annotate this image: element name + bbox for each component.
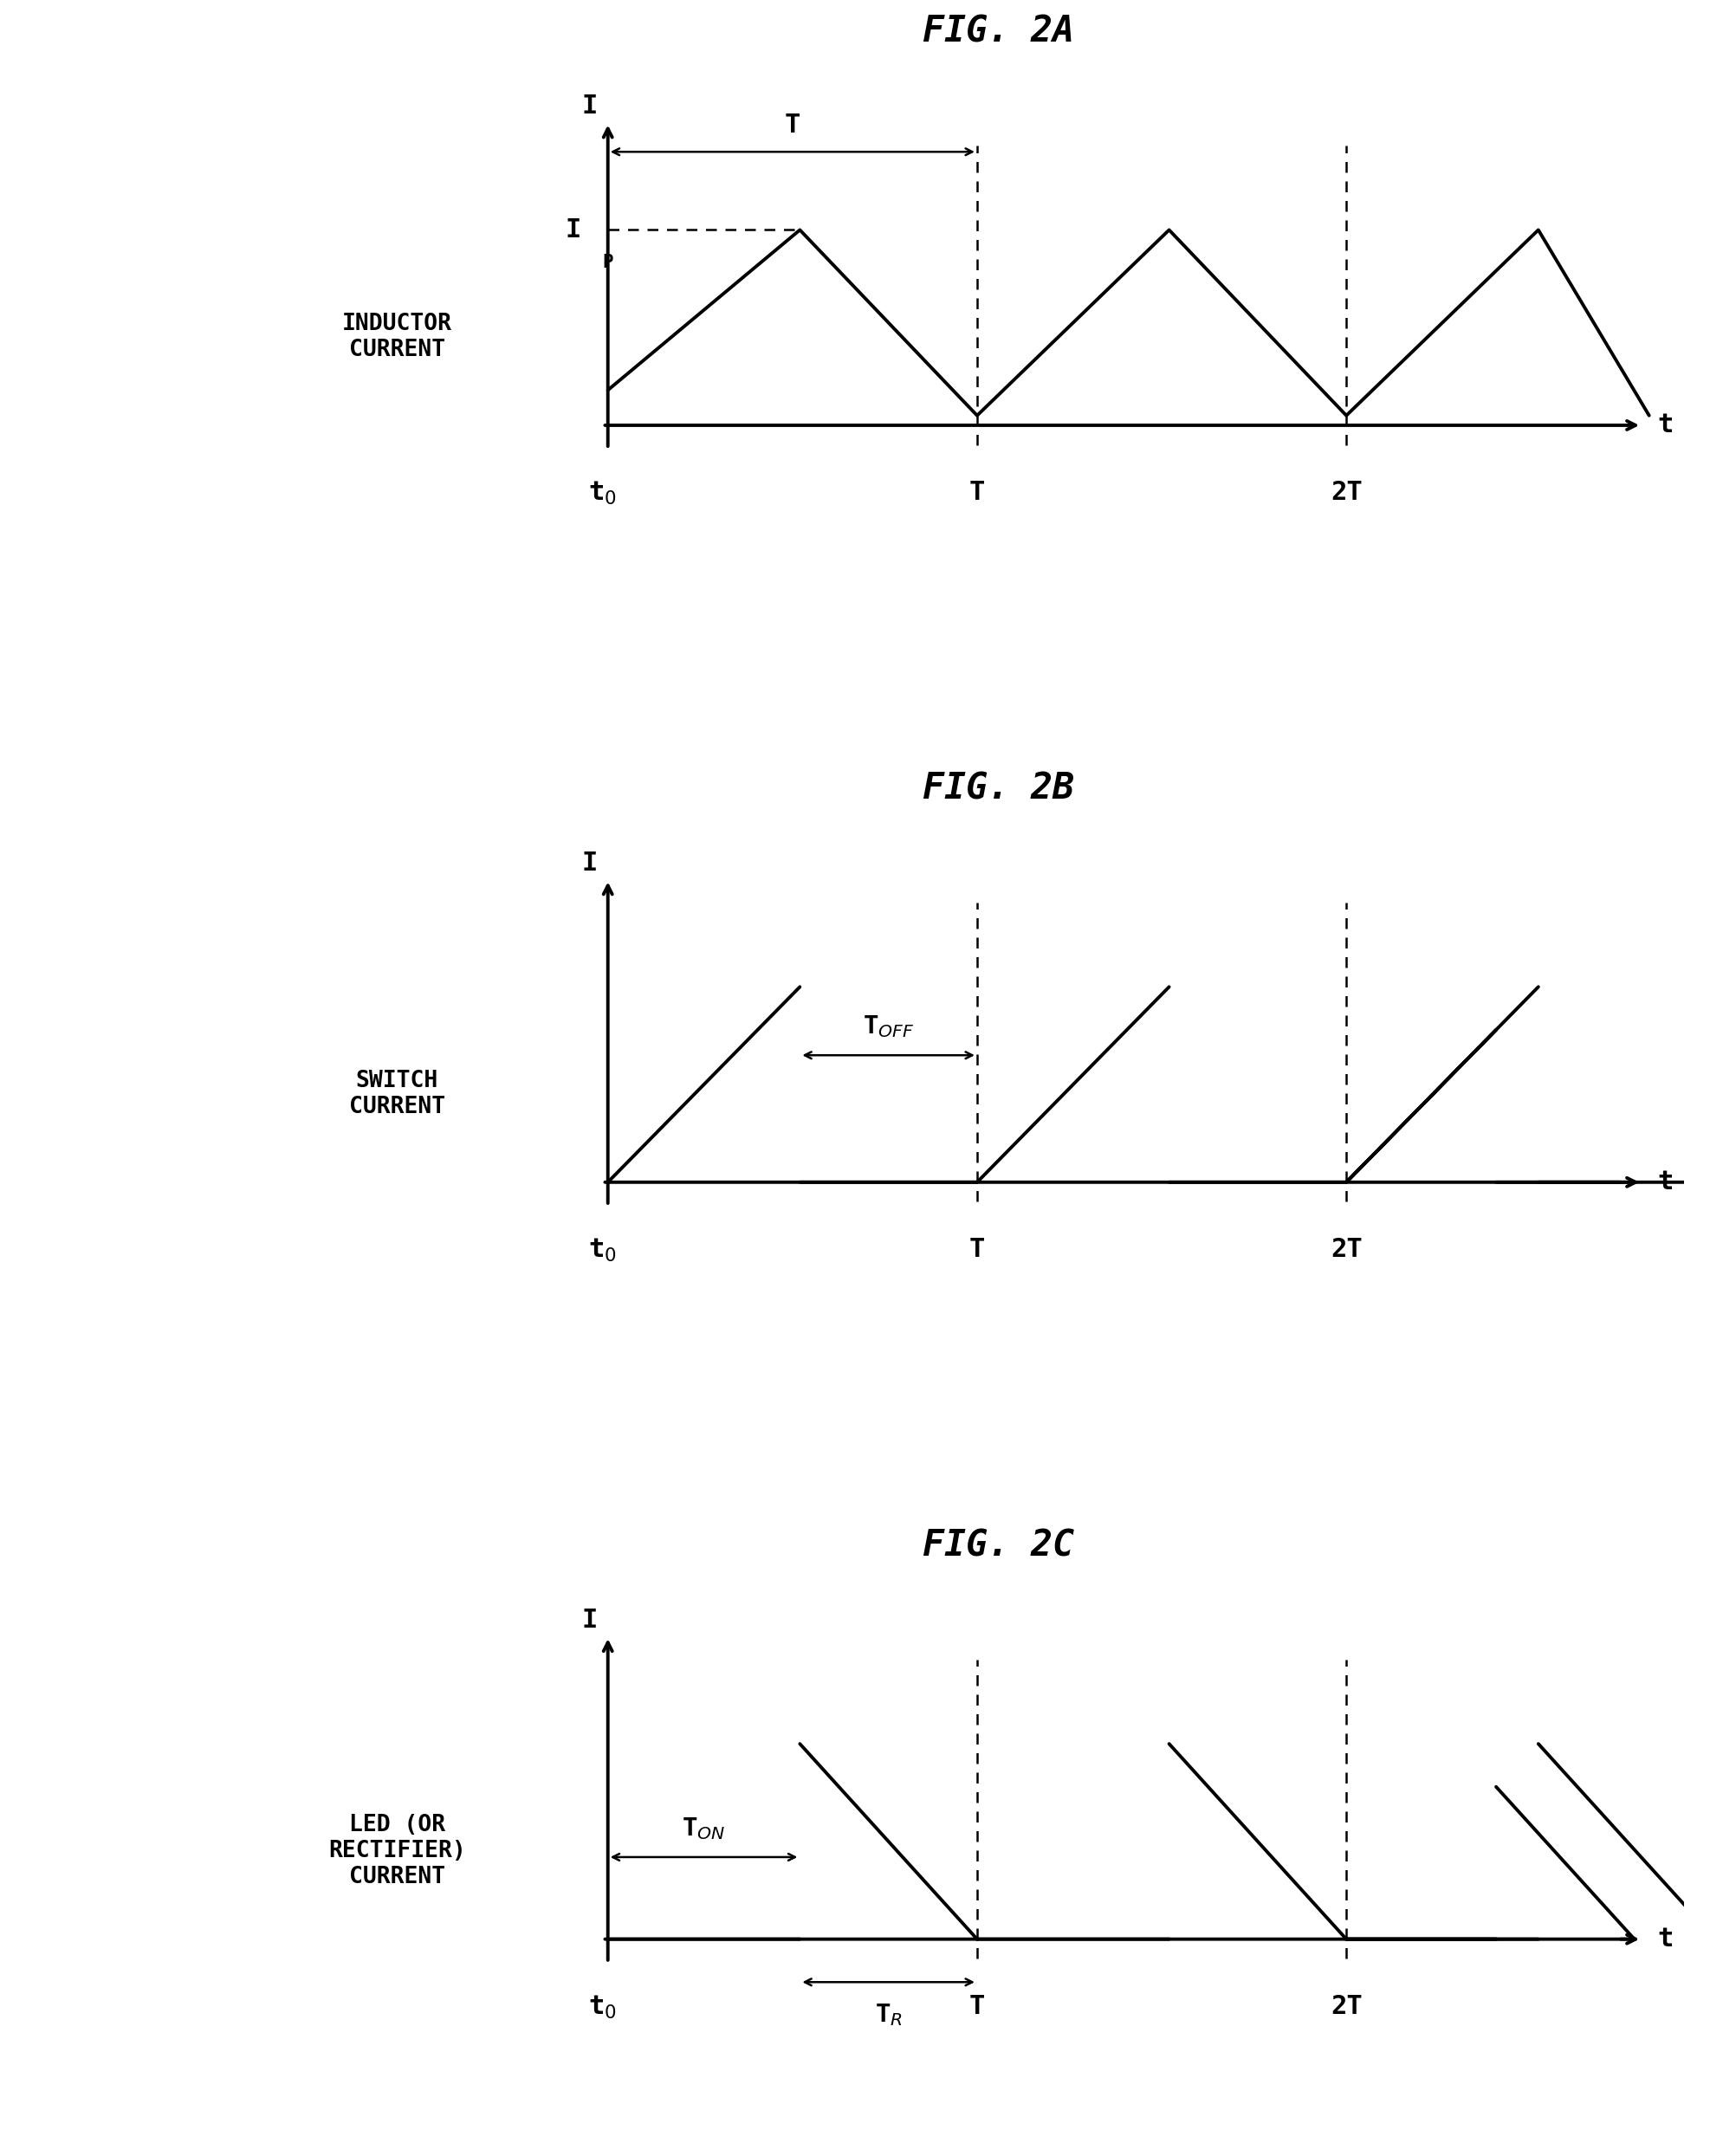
Text: t: t (1658, 1926, 1674, 1951)
Text: t: t (1658, 413, 1674, 439)
Text: 2T: 2T (1330, 1994, 1363, 2019)
Title: FIG. 2A: FIG. 2A (922, 13, 1075, 49)
Text: SWITCH
CURRENT: SWITCH CURRENT (349, 1069, 444, 1118)
Text: t: t (1658, 1169, 1674, 1195)
Text: T: T (969, 1994, 984, 2019)
Text: I: I (582, 1608, 597, 1632)
Text: T: T (969, 479, 984, 505)
Text: P: P (602, 253, 613, 271)
Text: T$_{OFF}$: T$_{OFF}$ (863, 1014, 915, 1039)
Text: T: T (785, 113, 800, 138)
Text: 2T: 2T (1330, 479, 1363, 505)
Text: T$_R$: T$_R$ (875, 2002, 903, 2028)
Text: T: T (969, 1238, 984, 1261)
Text: T$_{ON}$: T$_{ON}$ (682, 1815, 726, 1842)
Text: t$_0$: t$_0$ (589, 1238, 616, 1263)
Text: INDUCTOR
CURRENT: INDUCTOR CURRENT (342, 313, 451, 362)
Text: t$_0$: t$_0$ (589, 479, 616, 507)
Text: I: I (582, 94, 597, 119)
Text: t$_0$: t$_0$ (589, 1994, 616, 2021)
Text: 2T: 2T (1330, 1238, 1363, 1261)
Title: FIG. 2B: FIG. 2B (922, 771, 1075, 807)
Text: LED (OR
RECTIFIER)
CURRENT: LED (OR RECTIFIER) CURRENT (328, 1815, 465, 1889)
Text: I: I (566, 217, 582, 243)
Text: I: I (582, 850, 597, 875)
Title: FIG. 2C: FIG. 2C (922, 1527, 1075, 1563)
